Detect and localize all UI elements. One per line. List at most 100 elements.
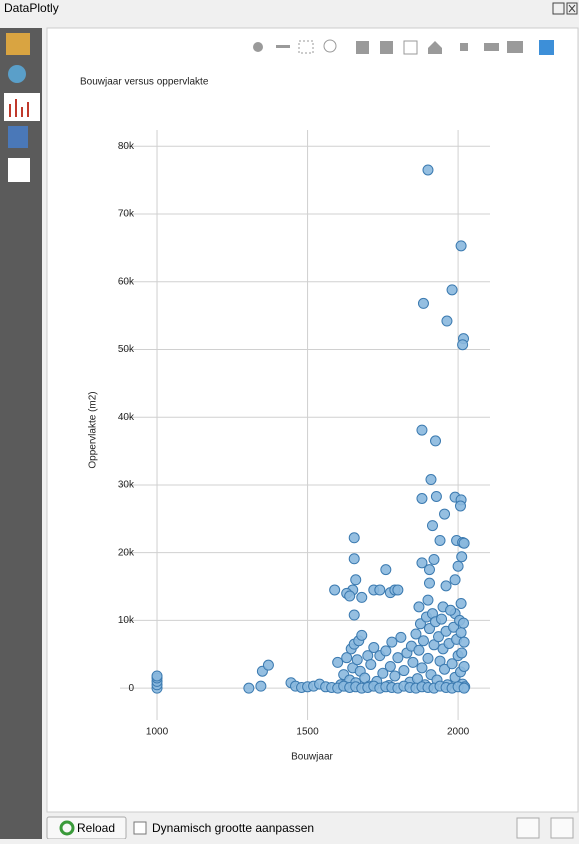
scatter-point: [425, 474, 437, 486]
scatter-point: [262, 659, 274, 671]
scatter-point: [416, 662, 428, 674]
scatter-point: [448, 621, 460, 633]
scatter-point: [458, 537, 470, 549]
scatter-point: [422, 652, 434, 664]
scatter-point: [392, 652, 404, 664]
scatter-point: [434, 534, 446, 546]
scatter-point: [433, 631, 445, 643]
scatter-point: [417, 635, 429, 647]
scatter-point: [329, 584, 341, 596]
y-tick-label: 60k: [118, 276, 135, 287]
scatter-point: [458, 660, 470, 672]
y-tick-label: 70k: [118, 209, 135, 220]
scatter-point: [356, 629, 368, 641]
save-plot-button[interactable]: [516, 817, 540, 839]
select-tool[interactable]: [298, 40, 314, 54]
scatter-point: [398, 665, 410, 677]
y-tick-label: 40k: [118, 412, 135, 423]
sidebar-icon-style[interactable]: [6, 33, 30, 55]
scatter-point: [416, 557, 428, 569]
y-axis-label: Oppervlakte (m2): [88, 391, 99, 468]
scatter-point: [458, 617, 470, 629]
y-tick-label: 80k: [118, 141, 135, 152]
scatter-point: [449, 574, 461, 586]
scatter-point: [455, 240, 467, 252]
scatter-point: [380, 645, 392, 657]
scatter-point: [365, 658, 377, 670]
hover-compare[interactable]: [507, 41, 523, 53]
x-tick-label: 2000: [447, 727, 470, 738]
save-html-button[interactable]: [550, 817, 574, 839]
spike-lines[interactable]: [460, 43, 468, 51]
plotly-logo[interactable]: [539, 40, 554, 55]
scatter-point: [348, 553, 360, 565]
window-title: DataPlotly: [4, 1, 59, 15]
sidebar-icon-settings[interactable]: [8, 65, 26, 83]
scatter-point: [414, 618, 426, 630]
scatter-point: [389, 670, 401, 682]
scatter-points: [151, 164, 471, 694]
scatter-point: [392, 584, 404, 596]
autoscale[interactable]: [403, 40, 418, 55]
scatter-point: [423, 577, 435, 589]
scatter-point: [377, 667, 389, 679]
x-tick-label: 1500: [296, 727, 319, 738]
zoom-tool[interactable]: [253, 42, 263, 52]
scatter-point: [356, 591, 368, 603]
scatter-point: [348, 609, 360, 621]
sidebar: [0, 28, 42, 839]
reset-axes[interactable]: [428, 41, 442, 54]
reload-label: Reload: [77, 821, 115, 835]
y-tick-label: 10k: [118, 615, 135, 626]
scatter-point: [416, 424, 428, 436]
scatter-point: [452, 560, 464, 572]
close-icon: [568, 4, 576, 13]
scatter-point: [423, 564, 435, 576]
scatter-point: [344, 590, 356, 602]
scatter-point: [458, 682, 470, 694]
scatter-point: [423, 623, 435, 635]
scatter-point: [350, 574, 362, 586]
scatter-point: [422, 164, 434, 176]
zoom-out[interactable]: [380, 41, 393, 54]
resize-checkbox[interactable]: [133, 821, 147, 835]
scatter-point: [413, 601, 425, 613]
scatter-point: [422, 594, 434, 606]
zoom-in[interactable]: [356, 41, 369, 54]
hover-closest[interactable]: [484, 43, 499, 51]
scatter-point: [454, 500, 466, 512]
x-tick-label: 1000: [146, 727, 169, 738]
y-tick-label: 0: [128, 683, 134, 694]
float-button[interactable]: [552, 2, 565, 15]
scatter-point: [441, 315, 453, 327]
scatter-point: [445, 604, 457, 616]
sidebar-icon-help[interactable]: [8, 126, 28, 148]
scatter-point: [455, 627, 467, 639]
scatter-point: [436, 613, 448, 625]
scatter-point: [413, 644, 425, 656]
scatter-point: [456, 551, 468, 563]
scatter-point: [428, 553, 440, 565]
scatter-point: [151, 670, 163, 682]
scatter-point: [243, 682, 255, 694]
scatter-point: [374, 584, 386, 596]
scatter-point: [446, 284, 458, 296]
lasso-tool[interactable]: [323, 39, 337, 53]
scatter-point: [332, 656, 344, 668]
scatter-point: [407, 656, 419, 668]
plot-toolbar: [253, 39, 554, 55]
scatter-point: [456, 647, 468, 659]
scatter-point: [417, 297, 429, 309]
scatter-point: [439, 663, 451, 675]
scatter-point: [348, 532, 360, 544]
sidebar-icon-code[interactable]: [8, 158, 30, 182]
pan-tool[interactable]: [276, 45, 290, 48]
resize-checkbox-label: Dynamisch grootte aanpassen: [152, 821, 314, 835]
scatter-point: [455, 597, 467, 609]
scatter-point: [380, 564, 392, 576]
y-tick-label: 50k: [118, 344, 135, 355]
scatter-point: [341, 652, 353, 664]
scatter-point: [386, 636, 398, 648]
close-button[interactable]: [566, 2, 578, 15]
